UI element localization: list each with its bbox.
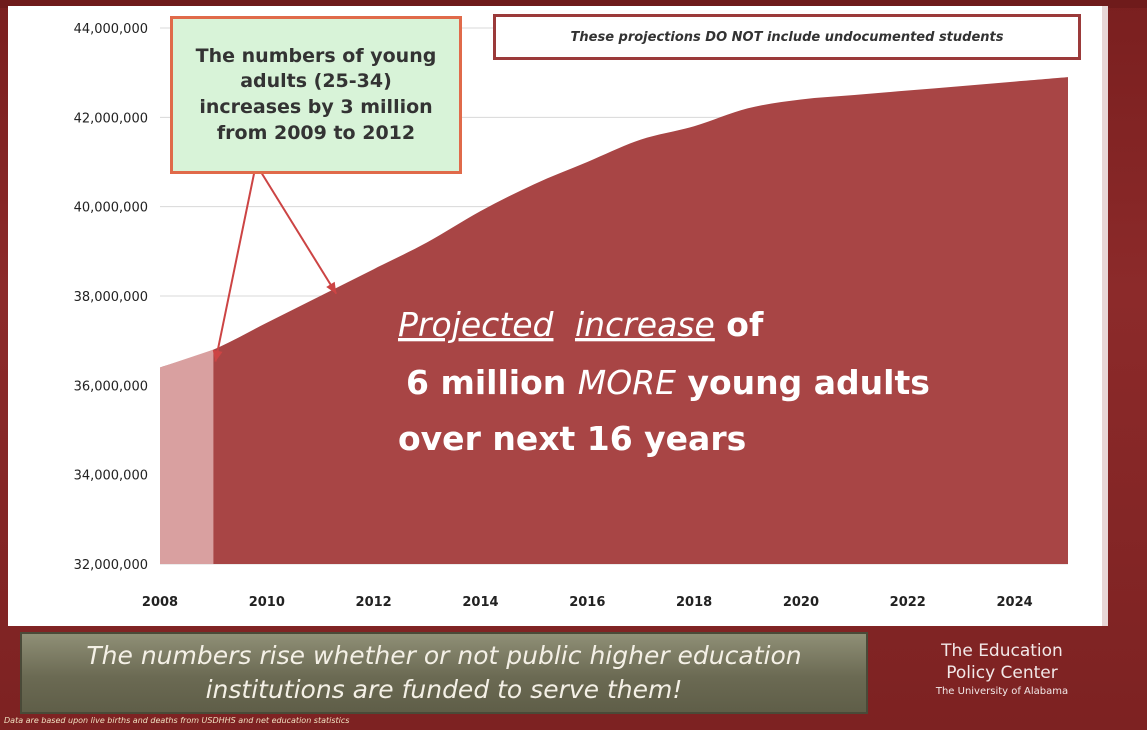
actual-area	[160, 349, 214, 564]
bottom-banner: The numbers rise whether or not public h…	[20, 632, 868, 714]
overlay-line-3: over next 16 years	[398, 419, 746, 458]
callout-arrow	[255, 163, 338, 295]
logo-line-1: The Education	[941, 641, 1063, 661]
x-tick-label: 2008	[142, 595, 178, 610]
logo-line-3: The University of Alabama	[935, 686, 1069, 697]
x-tick-label: 2012	[356, 595, 392, 610]
x-tick-label: 2020	[783, 595, 819, 610]
y-tick-label: 40,000,000	[74, 201, 148, 216]
x-tick-label: 2022	[890, 595, 926, 610]
projection-note: These projections DO NOT include undocum…	[493, 14, 1081, 60]
callout-box: The numbers of young adults (25-34) incr…	[170, 16, 462, 174]
logo-line-2: Policy Center	[946, 663, 1058, 683]
x-tick-label: 2010	[249, 595, 285, 610]
callout-arrow	[214, 163, 257, 362]
y-tick-label: 36,000,000	[74, 379, 148, 394]
slide-top-bar	[0, 0, 1147, 8]
arrowhead	[212, 349, 223, 362]
y-tick-label: 34,000,000	[74, 469, 148, 484]
overlay-line-2: 6 million MORE young adults	[406, 363, 930, 402]
y-tick-label: 38,000,000	[74, 290, 148, 305]
y-tick-label: 42,000,000	[74, 111, 148, 126]
x-tick-label: 2024	[996, 595, 1032, 610]
y-tick-label: 44,000,000	[74, 22, 148, 37]
source-footnote: Data are based upon live births and deat…	[4, 716, 350, 725]
overlay-line-1: Projected increase of	[398, 305, 764, 344]
education-policy-center-logo: The Education Policy Center The Universi…	[892, 640, 1112, 720]
x-tick-label: 2014	[462, 595, 498, 610]
chart-panel: 44,000,000 42,000,000 40,000,000 38,000,000…	[8, 6, 1108, 626]
population-chart: 44,000,000 42,000,000 40,000,000 38,000,000…	[74, 22, 1068, 610]
y-tick-label: 32,000,000	[74, 558, 148, 573]
arrowhead	[326, 281, 337, 294]
x-tick-label: 2018	[676, 595, 712, 610]
x-tick-label: 2016	[569, 595, 605, 610]
projected-area	[160, 77, 1068, 564]
